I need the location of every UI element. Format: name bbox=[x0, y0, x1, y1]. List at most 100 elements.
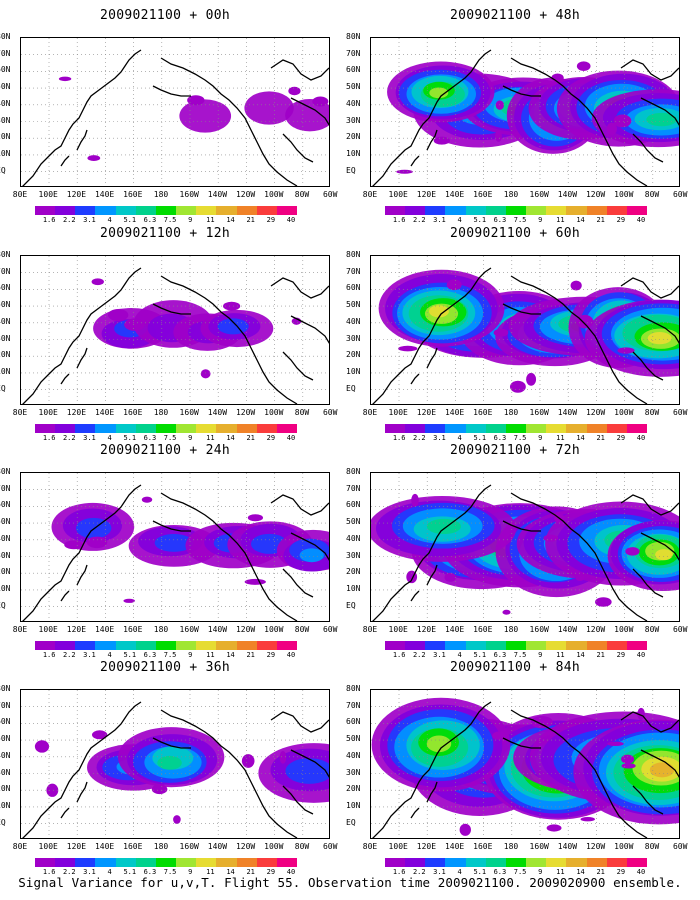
variance-contour bbox=[124, 318, 145, 331]
colorbar-swatch bbox=[155, 206, 177, 215]
coastline bbox=[76, 781, 88, 803]
colorbar-swatch bbox=[505, 641, 527, 650]
variance-contour bbox=[299, 548, 324, 563]
variance-contour bbox=[576, 61, 591, 71]
colorbar-label: 40 bbox=[636, 216, 646, 224]
variance-contour bbox=[288, 86, 301, 96]
lat-tick-label: 10N bbox=[346, 148, 361, 158]
lon-tick-label: 120W bbox=[235, 190, 256, 199]
coastline bbox=[282, 568, 314, 598]
map-plot bbox=[20, 37, 330, 187]
coastline bbox=[22, 267, 142, 404]
colorbar-label: 29 bbox=[616, 868, 626, 876]
coastline bbox=[270, 494, 329, 516]
coastline bbox=[290, 97, 329, 126]
lat-tick-label: 10N bbox=[0, 366, 11, 376]
colorbar-swatch bbox=[155, 424, 177, 433]
map-panel-60h: 2009021100 + 60h 80N 70N 60N 50N 40N 30N 20N 10N… bbox=[346, 226, 687, 451]
colorbar-swatch bbox=[115, 206, 136, 215]
colorbar-swatch bbox=[405, 641, 426, 650]
colorbar-label: 21 bbox=[246, 651, 255, 659]
variance-contour bbox=[398, 345, 418, 352]
map-panel-48h: 2009021100 + 48h 80N 70N 60N 50N 40N 30N 20N 10N… bbox=[346, 8, 687, 233]
colorbar-label: 9 bbox=[538, 651, 543, 659]
colorbar-swatch bbox=[216, 641, 237, 650]
variance-contour bbox=[493, 328, 509, 337]
coastline bbox=[290, 315, 329, 344]
colorbar-swatch bbox=[526, 641, 547, 650]
colorbar-label: 6.3 bbox=[143, 651, 157, 659]
colorbar-swatch bbox=[256, 858, 277, 867]
lon-tick-label: 120E bbox=[66, 190, 87, 199]
lon-tick-label: 100W bbox=[264, 625, 284, 634]
map-panel-84h: 2009021100 + 84h 80N 70N 60N 50N 40N 30N 20N 10N… bbox=[346, 660, 687, 885]
colorbar-label: 6.3 bbox=[493, 651, 507, 659]
colorbar-label: 4 bbox=[107, 651, 112, 659]
variance-contour bbox=[179, 99, 232, 133]
colorbar-label: 29 bbox=[266, 651, 276, 659]
lat-tick-label: EQ bbox=[346, 600, 356, 610]
colorbar-label: 1.6 bbox=[42, 434, 56, 442]
lon-tick-label: 180 bbox=[153, 842, 169, 851]
lon-tick-label: 140E bbox=[444, 625, 465, 634]
lat-tick-label: 10N bbox=[346, 366, 361, 376]
lon-tick-label: 140E bbox=[94, 190, 115, 199]
variance-contour bbox=[426, 735, 452, 753]
lat-tick-label: 40N bbox=[346, 750, 361, 760]
lon-tick-label: 80E bbox=[362, 408, 378, 417]
variance-contour bbox=[241, 754, 255, 768]
coastline bbox=[290, 749, 329, 778]
variance-contour bbox=[617, 347, 635, 354]
variance-contour bbox=[223, 301, 241, 311]
variance-contour bbox=[509, 380, 526, 393]
colorbar-swatch bbox=[55, 424, 76, 433]
lat-tick-label: 30N bbox=[346, 333, 361, 343]
colorbar-swatch bbox=[586, 641, 607, 650]
lon-tick-label: 100W bbox=[614, 408, 634, 417]
colorbar-label: 7.5 bbox=[163, 651, 177, 659]
colorbar-swatch bbox=[35, 641, 56, 650]
variance-contour bbox=[575, 575, 585, 582]
colorbar-label: 2.2 bbox=[62, 434, 76, 442]
lon-tick-label: 140E bbox=[444, 190, 465, 199]
colorbar-swatch bbox=[626, 641, 648, 650]
colorbar bbox=[35, 858, 298, 867]
map-plot bbox=[20, 472, 330, 622]
colorbar-swatch bbox=[465, 858, 486, 867]
lon-tick-label: 160W bbox=[529, 190, 549, 199]
lon-tick-label: 160E bbox=[123, 408, 143, 417]
lat-tick-label: 70N bbox=[0, 700, 11, 710]
figure-caption: Signal Variance for u,v,T. Flight 55. Ob… bbox=[18, 875, 682, 890]
lat-tick-label: 20N bbox=[346, 567, 361, 577]
lon-tick-label: 60W bbox=[322, 190, 338, 199]
lat-tick-label: 70N bbox=[346, 483, 361, 493]
lon-tick-label: 80W bbox=[294, 625, 310, 634]
lat-tick-label: 60N bbox=[0, 65, 11, 75]
lat-tick-label: 30N bbox=[346, 115, 361, 125]
variance-contour bbox=[444, 572, 456, 582]
coastline bbox=[410, 807, 420, 819]
coastline bbox=[160, 275, 298, 404]
colorbar-swatch bbox=[485, 424, 506, 433]
coastline bbox=[76, 564, 88, 586]
coastline bbox=[152, 303, 191, 315]
lon-tick-label: 80E bbox=[12, 190, 28, 199]
colorbar-swatch bbox=[276, 858, 298, 867]
lon-tick-label: 160W bbox=[179, 625, 199, 634]
variance-contour bbox=[244, 578, 266, 585]
lat-tick-label: 80N bbox=[0, 32, 11, 41]
colorbar-swatch bbox=[626, 858, 648, 867]
map-panel-12h: 2009021100 + 12h 80N 70N 60N 50N 40N 30N 20N 10N… bbox=[0, 226, 337, 451]
coastline bbox=[152, 85, 191, 97]
lon-tick-label: 100E bbox=[388, 625, 408, 634]
panel-title: 2009021100 + 00h bbox=[99, 8, 231, 23]
colorbar-label: 5.1 bbox=[473, 868, 487, 876]
colorbar-label: 6.3 bbox=[493, 868, 507, 876]
lon-tick-label: 120W bbox=[235, 408, 256, 417]
colorbar-label: 3.1 bbox=[433, 651, 446, 659]
lon-tick-label: 80E bbox=[362, 190, 378, 199]
coastline bbox=[510, 275, 648, 404]
variance-contour bbox=[576, 314, 594, 329]
variance-contour bbox=[570, 280, 582, 291]
colorbar-swatch bbox=[526, 206, 547, 215]
